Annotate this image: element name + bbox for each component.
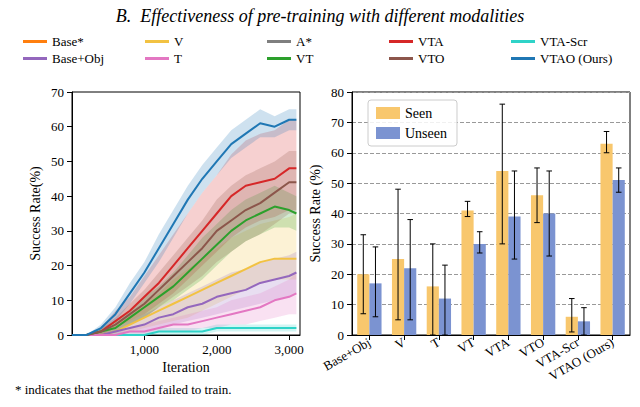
svg-text:VT: VT <box>455 334 478 356</box>
svg-text:10: 10 <box>331 297 344 312</box>
svg-text:V: V <box>392 334 408 352</box>
svg-text:B. Effectiveness of pre-train: B. Effectiveness of pre-training with di… <box>116 6 525 26</box>
svg-text:60: 60 <box>51 119 64 134</box>
svg-text:VTAO (Ours): VTAO (Ours) <box>540 51 612 66</box>
svg-text:A*: A* <box>296 34 312 49</box>
svg-text:2,000: 2,000 <box>202 342 231 357</box>
svg-text:Base+Obj: Base+Obj <box>321 335 374 374</box>
svg-text:1,000: 1,000 <box>130 342 159 357</box>
svg-text:VTAO (Ours): VTAO (Ours) <box>546 335 616 384</box>
svg-text:VTA: VTA <box>418 34 444 49</box>
svg-text:VTA-Scr: VTA-Scr <box>540 34 588 49</box>
svg-text:70: 70 <box>331 115 344 130</box>
svg-text:10: 10 <box>51 293 64 308</box>
svg-text:Base*: Base* <box>52 34 84 49</box>
svg-text:VT: VT <box>296 51 313 66</box>
svg-text:* indicates that the method fa: * indicates that the method failed to tr… <box>15 382 232 397</box>
svg-text:Success Rate (%): Success Rate (%) <box>308 164 324 262</box>
svg-text:T: T <box>174 51 182 66</box>
svg-text:40: 40 <box>331 206 344 221</box>
svg-text:80: 80 <box>331 85 344 100</box>
svg-text:3,000: 3,000 <box>275 342 304 357</box>
svg-text:VTA-Scr: VTA-Scr <box>533 334 582 372</box>
svg-text:Seen: Seen <box>405 106 432 121</box>
svg-text:20: 20 <box>51 258 64 273</box>
svg-text:0: 0 <box>338 328 345 343</box>
svg-text:20: 20 <box>331 267 344 282</box>
svg-text:40: 40 <box>51 189 64 204</box>
svg-text:50: 50 <box>51 154 64 169</box>
svg-text:30: 30 <box>51 223 64 238</box>
svg-text:Base+Obj: Base+Obj <box>52 51 104 66</box>
svg-text:30: 30 <box>331 236 344 251</box>
svg-text:70: 70 <box>51 85 64 100</box>
svg-text:VTA: VTA <box>482 334 512 360</box>
svg-text:Unseen: Unseen <box>405 126 447 141</box>
svg-text:50: 50 <box>331 176 344 191</box>
svg-text:Success Rate(%): Success Rate(%) <box>28 166 44 261</box>
svg-text:VTO: VTO <box>418 51 444 66</box>
svg-text:Iteration: Iteration <box>162 360 209 375</box>
svg-text:T: T <box>428 334 442 351</box>
svg-text:0: 0 <box>58 328 65 343</box>
svg-text:VTO: VTO <box>516 334 547 361</box>
svg-text:60: 60 <box>331 145 344 160</box>
svg-text:V: V <box>174 34 184 49</box>
